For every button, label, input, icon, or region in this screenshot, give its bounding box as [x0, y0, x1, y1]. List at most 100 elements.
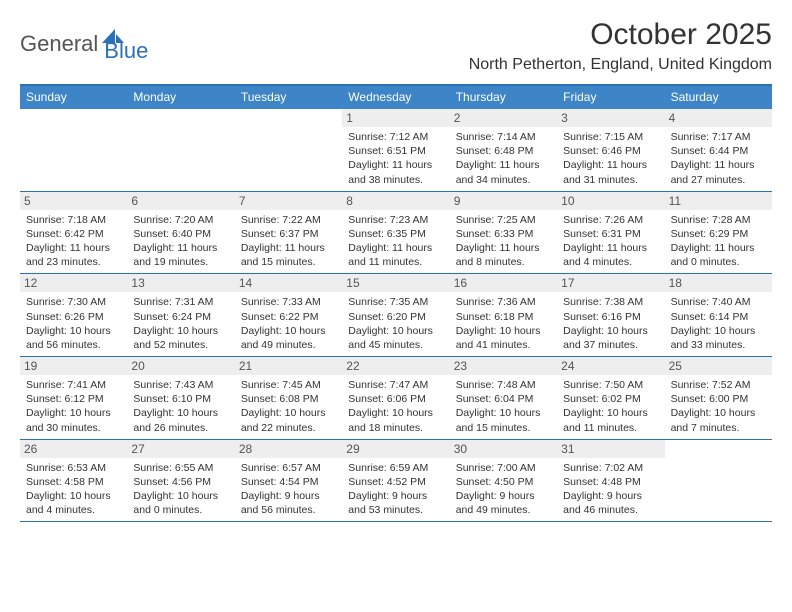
calendar-day: 19Sunrise: 7:41 AMSunset: 6:12 PMDayligh… — [20, 357, 127, 439]
daylight-text: Daylight: 10 hours and 49 minutes. — [241, 324, 338, 352]
calendar-day: 1Sunrise: 7:12 AMSunset: 6:51 PMDaylight… — [342, 109, 449, 191]
weekday-header: Sunday — [20, 86, 127, 109]
sunrise-text: Sunrise: 6:55 AM — [133, 461, 230, 475]
sunset-text: Sunset: 6:12 PM — [26, 392, 123, 406]
sunset-text: Sunset: 6:18 PM — [456, 310, 553, 324]
calendar-day: . — [20, 109, 127, 191]
daylight-text: Daylight: 11 hours and 34 minutes. — [456, 158, 553, 186]
calendar-body: ...1Sunrise: 7:12 AMSunset: 6:51 PMDayli… — [20, 109, 772, 522]
calendar-day: 30Sunrise: 7:00 AMSunset: 4:50 PMDayligh… — [450, 440, 557, 522]
daylight-text: Daylight: 9 hours and 56 minutes. — [241, 489, 338, 517]
sunset-text: Sunset: 6:04 PM — [456, 392, 553, 406]
sunset-text: Sunset: 6:26 PM — [26, 310, 123, 324]
day-number: 24 — [557, 357, 664, 375]
weekday-header: Wednesday — [342, 86, 449, 109]
weekday-header: Thursday — [450, 86, 557, 109]
daylight-text: Daylight: 11 hours and 23 minutes. — [26, 241, 123, 269]
calendar-day: 9Sunrise: 7:25 AMSunset: 6:33 PMDaylight… — [450, 192, 557, 274]
sunrise-text: Sunrise: 7:12 AM — [348, 130, 445, 144]
day-number: 13 — [127, 274, 234, 292]
daylight-text: Daylight: 10 hours and 41 minutes. — [456, 324, 553, 352]
day-number: 3 — [557, 109, 664, 127]
daylight-text: Daylight: 9 hours and 53 minutes. — [348, 489, 445, 517]
day-number: 30 — [450, 440, 557, 458]
daylight-text: Daylight: 11 hours and 38 minutes. — [348, 158, 445, 186]
sunrise-text: Sunrise: 7:50 AM — [563, 378, 660, 392]
sunset-text: Sunset: 6:42 PM — [26, 227, 123, 241]
calendar-day: 28Sunrise: 6:57 AMSunset: 4:54 PMDayligh… — [235, 440, 342, 522]
calendar-day: 5 Sunrise: 7:18 AMSunset: 6:42 PMDaylight… — [20, 192, 127, 274]
sunset-text: Sunset: 6:33 PM — [456, 227, 553, 241]
sunrise-text: Sunrise: 7:31 AM — [133, 295, 230, 309]
day-number: 1 — [342, 109, 449, 127]
calendar-day: . — [127, 109, 234, 191]
daylight-text: Daylight: 10 hours and 11 minutes. — [563, 406, 660, 434]
day-number: 17 — [557, 274, 664, 292]
daylight-text: Daylight: 10 hours and 26 minutes. — [133, 406, 230, 434]
sunset-text: Sunset: 6:20 PM — [348, 310, 445, 324]
day-number: 27 — [127, 440, 234, 458]
daylight-text: Daylight: 11 hours and 31 minutes. — [563, 158, 660, 186]
brand-word-2: Blue — [104, 24, 148, 64]
day-number: 15 — [342, 274, 449, 292]
calendar-day: 16Sunrise: 7:36 AMSunset: 6:18 PMDayligh… — [450, 274, 557, 356]
sunset-text: Sunset: 6:00 PM — [671, 392, 768, 406]
sunset-text: Sunset: 6:14 PM — [671, 310, 768, 324]
day-number: 10 — [557, 192, 664, 210]
calendar-day: 21Sunrise: 7:45 AMSunset: 6:08 PMDayligh… — [235, 357, 342, 439]
sunrise-text: Sunrise: 6:59 AM — [348, 461, 445, 475]
calendar-week: 12Sunrise: 7:30 AMSunset: 6:26 PMDayligh… — [20, 274, 772, 357]
day-number: 23 — [450, 357, 557, 375]
sunset-text: Sunset: 6:08 PM — [241, 392, 338, 406]
day-number: 29 — [342, 440, 449, 458]
daylight-text: Daylight: 9 hours and 46 minutes. — [563, 489, 660, 517]
day-number: 5 — [20, 192, 127, 210]
day-number: 14 — [235, 274, 342, 292]
sunrise-text: Sunrise: 7:40 AM — [671, 295, 768, 309]
weekday-header: Monday — [127, 86, 234, 109]
sunrise-text: Sunrise: 7:18 AM — [26, 213, 123, 227]
daylight-text: Daylight: 11 hours and 15 minutes. — [241, 241, 338, 269]
sunrise-text: Sunrise: 7:17 AM — [671, 130, 768, 144]
day-number: 7 — [235, 192, 342, 210]
calendar-week: ...1Sunrise: 7:12 AMSunset: 6:51 PMDayli… — [20, 109, 772, 192]
day-number: 4 — [665, 109, 772, 127]
calendar-day: 2Sunrise: 7:14 AMSunset: 6:48 PMDaylight… — [450, 109, 557, 191]
sunset-text: Sunset: 6:37 PM — [241, 227, 338, 241]
weekday-header-row: SundayMondayTuesdayWednesdayThursdayFrid… — [20, 86, 772, 109]
sunset-text: Sunset: 6:29 PM — [671, 227, 768, 241]
sunset-text: Sunset: 6:40 PM — [133, 227, 230, 241]
calendar-day: 8Sunrise: 7:23 AMSunset: 6:35 PMDaylight… — [342, 192, 449, 274]
sunrise-text: Sunrise: 7:14 AM — [456, 130, 553, 144]
sunrise-text: Sunrise: 6:53 AM — [26, 461, 123, 475]
sunrise-text: Sunrise: 7:15 AM — [563, 130, 660, 144]
sunrise-text: Sunrise: 7:26 AM — [563, 213, 660, 227]
sunset-text: Sunset: 6:35 PM — [348, 227, 445, 241]
day-number: 25 — [665, 357, 772, 375]
day-number: 22 — [342, 357, 449, 375]
sunrise-text: Sunrise: 7:52 AM — [671, 378, 768, 392]
calendar-day: 10Sunrise: 7:26 AMSunset: 6:31 PMDayligh… — [557, 192, 664, 274]
calendar-day: 29Sunrise: 6:59 AMSunset: 4:52 PMDayligh… — [342, 440, 449, 522]
sunset-text: Sunset: 6:02 PM — [563, 392, 660, 406]
day-number: 21 — [235, 357, 342, 375]
day-number: 16 — [450, 274, 557, 292]
calendar-day: 22Sunrise: 7:47 AMSunset: 6:06 PMDayligh… — [342, 357, 449, 439]
sunrise-text: Sunrise: 7:41 AM — [26, 378, 123, 392]
calendar-day: 23Sunrise: 7:48 AMSunset: 6:04 PMDayligh… — [450, 357, 557, 439]
sunrise-text: Sunrise: 7:23 AM — [348, 213, 445, 227]
daylight-text: Daylight: 10 hours and 33 minutes. — [671, 324, 768, 352]
daylight-text: Daylight: 11 hours and 27 minutes. — [671, 158, 768, 186]
day-number: 8 — [342, 192, 449, 210]
sunrise-text: Sunrise: 7:35 AM — [348, 295, 445, 309]
sunrise-text: Sunrise: 7:47 AM — [348, 378, 445, 392]
daylight-text: Daylight: 10 hours and 22 minutes. — [241, 406, 338, 434]
calendar-day: 17Sunrise: 7:38 AMSunset: 6:16 PMDayligh… — [557, 274, 664, 356]
calendar-day: 6Sunrise: 7:20 AMSunset: 6:40 PMDaylight… — [127, 192, 234, 274]
sunrise-text: Sunrise: 7:22 AM — [241, 213, 338, 227]
daylight-text: Daylight: 10 hours and 37 minutes. — [563, 324, 660, 352]
day-number: 19 — [20, 357, 127, 375]
calendar-day: . — [235, 109, 342, 191]
sunrise-text: Sunrise: 7:48 AM — [456, 378, 553, 392]
calendar-day: 31Sunrise: 7:02 AMSunset: 4:48 PMDayligh… — [557, 440, 664, 522]
